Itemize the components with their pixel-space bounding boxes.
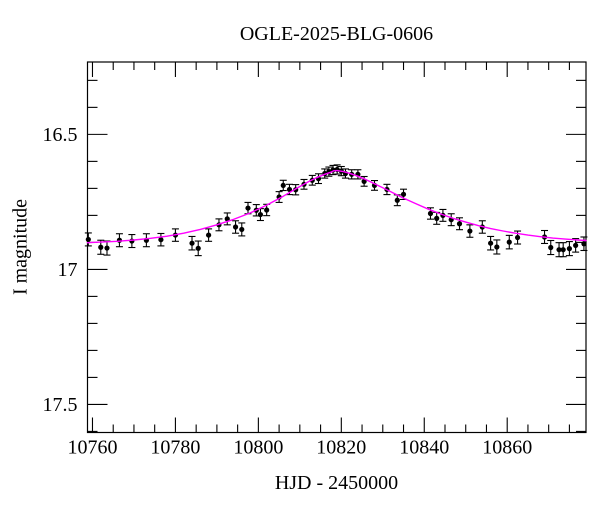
data-point	[129, 238, 135, 244]
data-point	[566, 246, 573, 252]
x-tick-label: 10860	[482, 437, 532, 459]
x-tick-label: 10840	[399, 437, 449, 459]
data-point	[514, 234, 521, 241]
data-point	[239, 226, 245, 233]
data-point	[224, 216, 230, 222]
data-point	[116, 237, 123, 243]
data-point	[104, 245, 110, 251]
data-point	[560, 247, 566, 253]
data-point	[264, 207, 270, 213]
data-point	[467, 228, 473, 234]
x-tick-label: 10780	[150, 437, 200, 459]
data-point	[205, 232, 212, 238]
data-point	[427, 210, 434, 217]
data-point	[400, 191, 407, 197]
data-point	[245, 205, 251, 211]
data-point	[581, 241, 587, 247]
data-point	[456, 221, 463, 227]
data-point	[573, 242, 579, 248]
data-point	[280, 182, 286, 189]
data-point	[286, 186, 293, 193]
data-point	[434, 215, 440, 221]
data-point	[506, 239, 512, 245]
data-point	[556, 247, 562, 253]
data-point	[394, 197, 400, 203]
data-point	[189, 240, 195, 246]
chart-title: OGLE-2025-BLG-0606	[239, 23, 434, 45]
x-tick-label: 10800	[233, 437, 283, 459]
x-tick-label: 10760	[67, 437, 117, 459]
plot-frame	[86, 61, 587, 434]
data-point	[257, 211, 264, 218]
model-curve	[86, 169, 587, 244]
data-point	[548, 244, 554, 251]
x-axis-label: HJD - 2450000	[274, 472, 399, 494]
x-tick-label: 10820	[316, 437, 366, 459]
data-point	[195, 245, 201, 251]
data-point	[232, 224, 239, 230]
y-tick-label: 17.5	[43, 394, 78, 416]
data-point	[488, 240, 494, 246]
y-tick-label: 17	[58, 259, 78, 281]
data-point	[158, 237, 164, 243]
data-point	[85, 236, 91, 243]
data-point	[494, 244, 500, 250]
data-point	[98, 244, 104, 250]
y-tick-label: 16.5	[43, 124, 78, 146]
